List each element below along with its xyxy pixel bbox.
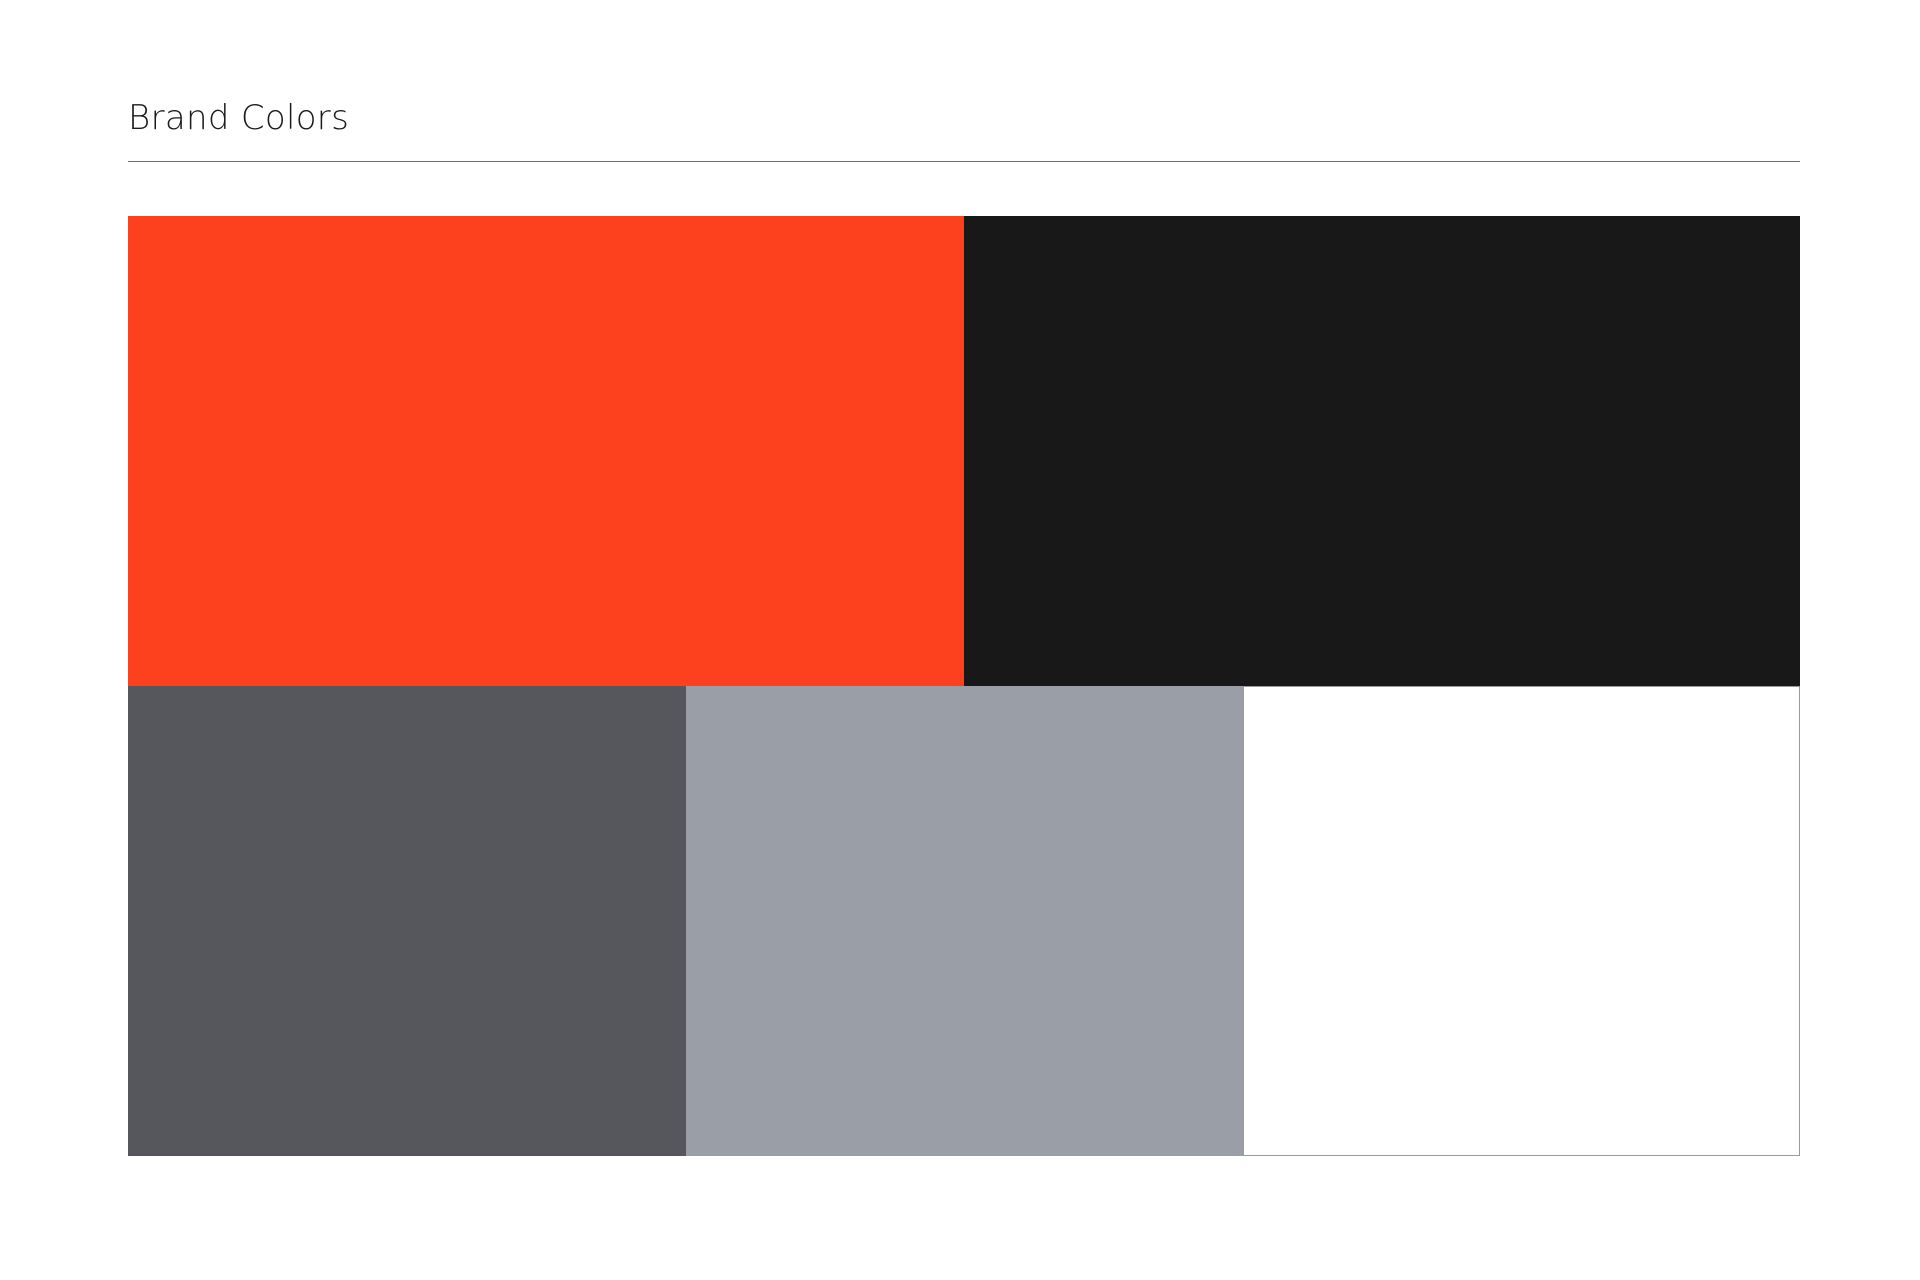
swatch-light-gray <box>686 686 1243 1156</box>
swatch-white <box>1243 686 1800 1156</box>
title-divider <box>128 161 1800 162</box>
secondary-swatch-row <box>128 686 1800 1156</box>
page-title: Brand Colors <box>128 96 349 140</box>
swatch-red-orange <box>128 216 964 686</box>
swatch-dark-gray <box>128 686 686 1156</box>
color-swatch-grid <box>128 216 1800 1156</box>
primary-swatch-row <box>128 216 1800 686</box>
swatch-near-black <box>964 216 1800 686</box>
